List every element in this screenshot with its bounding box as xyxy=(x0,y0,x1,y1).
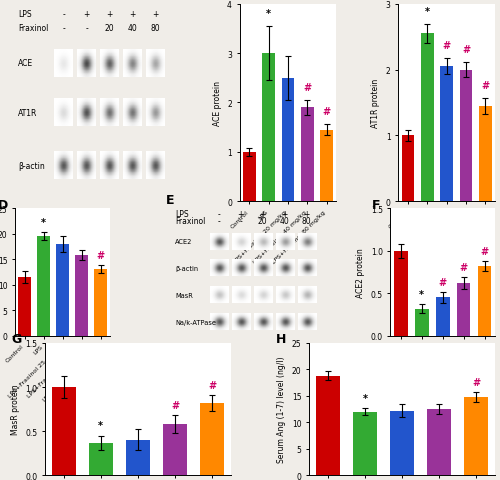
Text: #: # xyxy=(462,45,470,55)
Bar xyxy=(320,130,333,202)
Text: #: # xyxy=(438,278,447,288)
Text: Fraxinol: Fraxinol xyxy=(18,24,48,33)
Text: +: + xyxy=(260,209,266,218)
Bar xyxy=(352,412,377,475)
Bar xyxy=(56,244,68,336)
Bar xyxy=(88,443,113,475)
Text: E: E xyxy=(166,193,174,206)
Text: -: - xyxy=(218,217,220,226)
Bar xyxy=(126,440,150,475)
Bar xyxy=(282,79,294,202)
Text: +: + xyxy=(152,10,158,19)
Bar xyxy=(316,376,340,475)
Text: LPS: LPS xyxy=(175,209,188,218)
Text: ACE: ACE xyxy=(18,60,34,68)
Text: *: * xyxy=(266,9,271,19)
Text: 40: 40 xyxy=(128,24,137,33)
Bar xyxy=(464,397,488,475)
Bar xyxy=(457,283,470,336)
Text: β-actin: β-actin xyxy=(18,162,45,171)
Bar xyxy=(200,403,224,475)
Bar xyxy=(76,256,88,336)
Text: -: - xyxy=(62,24,65,33)
Y-axis label: ACE protein: ACE protein xyxy=(212,81,222,126)
Text: G: G xyxy=(12,333,22,346)
Text: A: A xyxy=(8,0,18,1)
Text: *: * xyxy=(420,289,424,300)
Text: B: B xyxy=(222,0,232,2)
Text: LPS: LPS xyxy=(18,10,32,19)
Bar xyxy=(440,67,453,202)
Text: #: # xyxy=(96,251,104,261)
Bar xyxy=(390,411,414,475)
Bar xyxy=(478,266,492,336)
Text: 20: 20 xyxy=(258,217,268,226)
Bar xyxy=(163,424,188,475)
Y-axis label: Serum Ang (1-7) level (ng/l): Serum Ang (1-7) level (ng/l) xyxy=(277,356,286,462)
Bar xyxy=(421,35,434,202)
Text: H: H xyxy=(276,333,286,346)
Text: #: # xyxy=(171,400,179,410)
Bar xyxy=(243,153,256,202)
Text: Na/k-ATPase: Na/k-ATPase xyxy=(175,319,216,325)
Text: +: + xyxy=(129,10,136,19)
Text: #: # xyxy=(482,81,490,91)
Text: +: + xyxy=(238,209,244,218)
Bar xyxy=(262,54,275,202)
Bar xyxy=(402,136,414,202)
Text: β-actin: β-actin xyxy=(175,265,198,272)
Text: *: * xyxy=(98,420,103,431)
Text: -: - xyxy=(86,24,88,33)
Text: 80: 80 xyxy=(302,217,312,226)
Text: #: # xyxy=(322,107,331,117)
Bar xyxy=(94,270,106,336)
Y-axis label: MasR protein: MasR protein xyxy=(10,384,20,434)
Text: +: + xyxy=(84,10,90,19)
Bar xyxy=(427,409,452,475)
Text: 20: 20 xyxy=(104,24,114,33)
Text: #: # xyxy=(304,83,312,93)
Text: Fraxinol: Fraxinol xyxy=(175,217,206,226)
Bar xyxy=(394,251,407,336)
Text: #: # xyxy=(460,263,468,273)
Text: D: D xyxy=(0,199,8,212)
Y-axis label: AT1R protein: AT1R protein xyxy=(371,79,380,128)
Text: -: - xyxy=(218,209,220,218)
Bar xyxy=(415,309,428,336)
Text: ACE2: ACE2 xyxy=(175,239,192,245)
Text: 80: 80 xyxy=(150,24,160,33)
Text: #: # xyxy=(208,380,216,390)
Bar xyxy=(52,387,76,475)
Text: F: F xyxy=(372,199,380,212)
Text: MasR: MasR xyxy=(175,292,193,298)
Text: C: C xyxy=(381,0,390,2)
Bar xyxy=(479,107,492,202)
Text: *: * xyxy=(362,393,368,403)
Text: -: - xyxy=(240,217,242,226)
Text: 40: 40 xyxy=(280,217,289,226)
Text: +: + xyxy=(304,209,310,218)
Text: *: * xyxy=(424,7,430,17)
Bar xyxy=(301,108,314,202)
Text: +: + xyxy=(282,209,288,218)
Bar xyxy=(436,298,450,336)
Bar xyxy=(38,237,50,336)
Text: #: # xyxy=(480,246,488,256)
Bar xyxy=(460,71,472,202)
Y-axis label: ACE2 protein: ACE2 protein xyxy=(356,248,365,297)
Text: *: * xyxy=(41,217,46,228)
Text: #: # xyxy=(442,41,450,51)
Text: #: # xyxy=(472,377,480,387)
Bar xyxy=(18,277,30,336)
Text: AT1R: AT1R xyxy=(18,108,38,118)
Text: +: + xyxy=(106,10,112,19)
Text: -: - xyxy=(62,10,65,19)
